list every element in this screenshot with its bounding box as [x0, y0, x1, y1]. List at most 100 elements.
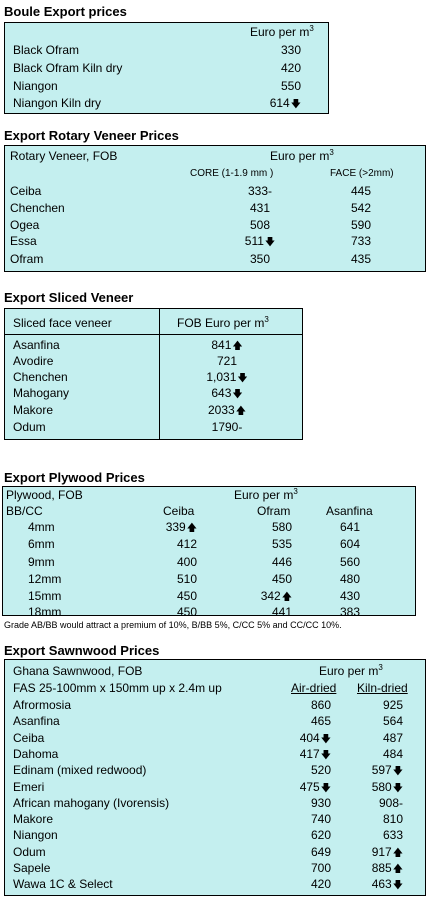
plywood-row-asanfina: 604 — [339, 537, 361, 551]
plywood-note: Grade AB/BB would attract a premium of 1… — [4, 620, 342, 630]
plywood-row-ceiba: 339🡅 — [165, 520, 197, 534]
plywood-row-asanfina: 560 — [339, 555, 361, 569]
sawn-row-kiln: 463🡇 — [371, 877, 403, 891]
plywood-grade-label: BB/CC — [6, 504, 43, 518]
plywood-row-ofram: 450 — [271, 572, 292, 586]
rotary-table: Rotary Veneer, FOB Euro per m3 CORE (1-1… — [4, 145, 426, 272]
sawn-row-kiln: 810 — [382, 812, 403, 826]
plywood-row-asanfina: 383 — [339, 605, 361, 619]
boule-row-value: 550 — [280, 79, 301, 93]
plywood-row-size: 6mm — [28, 537, 55, 551]
sliced-col-divider — [159, 309, 160, 439]
boule-row-name: Black Ofram — [13, 43, 80, 57]
sawn-row-air: 620 — [310, 828, 331, 842]
arrow-down-icon: 🡇 — [320, 750, 331, 761]
sawn-row-kiln: 487 — [382, 731, 403, 745]
plywood-col-ceiba: Ceiba — [163, 504, 195, 518]
sliced-row-value: 721 — [216, 354, 238, 368]
rotary-row-core: 431 — [249, 201, 271, 215]
rotary-header-left: Rotary Veneer, FOB — [10, 149, 118, 163]
boule-row-value: 614🡇 — [269, 96, 301, 110]
arrow-up-icon: 🡅 — [232, 341, 243, 352]
sawn-row-name: Ceiba — [13, 731, 45, 745]
plywood-row-ceiba: 510 — [176, 572, 197, 586]
sliced-row-value: 1,031🡇 — [206, 370, 248, 384]
sawn-row-name: Makore — [13, 812, 54, 826]
sawn-row-air: 740 — [310, 812, 331, 826]
boule-row-value: 420 — [280, 61, 301, 75]
sawn-row-air: 649 — [310, 845, 331, 859]
sawn-col-kiln: Kiln-dried — [357, 681, 408, 695]
rotary-col-core: CORE (1-1.9 mm ) — [190, 168, 274, 179]
sawn-row-kiln: 925 — [382, 698, 403, 712]
sawn-row-air: 930 — [310, 796, 331, 810]
sawn-row-air: 417🡇 — [299, 747, 331, 761]
sliced-header-divider — [5, 334, 302, 335]
arrow-down-icon: 🡇 — [320, 783, 331, 794]
plywood-header-left: Plywood, FOB — [6, 488, 83, 502]
plywood-row-size: 4mm — [28, 520, 55, 534]
sawn-table: Ghana Sawnwood, FOB Euro per m3 FAS 25-1… — [4, 659, 426, 896]
sawn-row-name: Edinam (mixed redwood) — [13, 763, 147, 777]
sawn-row-kiln: 917🡅 — [371, 845, 403, 859]
sawn-row-kiln: 908- — [378, 796, 403, 810]
rotary-row-core: 508 — [249, 218, 271, 232]
sliced-header-left: Sliced face veneer — [13, 316, 112, 330]
plywood-row-size: 12mm — [28, 572, 62, 586]
arrow-up-icon: 🡅 — [392, 864, 403, 875]
arrow-down-icon: 🡇 — [392, 766, 403, 777]
plywood-row-asanfina: 641 — [339, 520, 361, 534]
arrow-down-icon: 🡇 — [320, 734, 331, 745]
rotary-row-face: 435 — [350, 252, 372, 266]
sawn-row-air: 475🡇 — [299, 780, 331, 794]
plywood-row-size: 9mm — [28, 555, 55, 569]
rotary-row-name: Ceiba — [10, 184, 42, 198]
plywood-row-ceiba: 412 — [176, 537, 197, 551]
sliced-row-name: Asanfina — [13, 338, 60, 352]
sawn-row-name: Emeri — [13, 780, 45, 794]
boule-row-name: Niangon Kiln dry — [13, 96, 102, 110]
rotary-title: Export Rotary Veneer Prices — [4, 128, 179, 143]
sliced-row-name: Makore — [13, 403, 54, 417]
arrow-up-icon: 🡅 — [392, 848, 403, 859]
sawn-row-name: African mahogany (Ivorensis) — [13, 796, 170, 810]
plywood-header-right-text: Euro per m — [234, 488, 294, 502]
rotary-header-sup: 3 — [329, 148, 334, 157]
arrow-down-icon: 🡇 — [264, 237, 276, 248]
sliced-row-name: Mahogany — [13, 386, 70, 400]
rotary-row-core: 511🡇 — [244, 234, 276, 248]
sliced-row-value: 643🡇 — [211, 386, 243, 400]
rotary-row-face: 542 — [350, 201, 372, 215]
sawn-header-left: Ghana Sawnwood, FOB — [13, 664, 143, 678]
sawn-row-name: Niangon — [13, 828, 58, 842]
sliced-row-name: Chenchen — [13, 370, 68, 384]
sawn-row-kiln: 484 — [382, 747, 403, 761]
sliced-row-value: 1790- — [211, 420, 243, 434]
sawn-row-name: Asanfina — [13, 714, 60, 728]
sawn-row-air: 520 — [310, 763, 331, 777]
plywood-row-ofram: 446 — [271, 555, 292, 569]
sawn-header-right-text: Euro per m — [319, 664, 379, 678]
sawn-col-air: Air-dried — [291, 681, 337, 695]
rotary-row-face: 733 — [350, 234, 372, 248]
sliced-row-value: 841🡅 — [211, 338, 243, 352]
boule-row-value: 330 — [280, 43, 301, 57]
sliced-table: Sliced face veneer FOB Euro per m3 Asanf… — [4, 308, 303, 440]
sawn-row-kiln: 597🡇 — [371, 763, 403, 777]
sawn-row-kiln: 564 — [382, 714, 403, 728]
rotary-row-name: Chenchen — [10, 201, 65, 215]
boule-table: Euro per m3 Black Ofram 330 Black Ofram Ki… — [4, 22, 329, 114]
sawn-header-sup: 3 — [378, 663, 383, 672]
plywood-header-right: Euro per m3 — [234, 488, 298, 503]
sawn-row-kiln: 633 — [382, 828, 403, 842]
sliced-row-name: Odum — [13, 420, 46, 434]
sawn-row-kiln: 885🡅 — [371, 861, 403, 875]
rotary-row-core: 350 — [249, 252, 271, 266]
plywood-col-ofram: Ofram — [257, 504, 291, 518]
rotary-row-name: Essa — [10, 234, 37, 248]
arrow-up-icon: 🡅 — [281, 592, 292, 603]
boule-title: Boule Export prices — [4, 4, 127, 19]
sawn-row-air: 404🡇 — [299, 731, 331, 745]
plywood-row-ofram: 441 — [271, 605, 292, 619]
sliced-row-value: 2033🡅 — [208, 403, 246, 417]
